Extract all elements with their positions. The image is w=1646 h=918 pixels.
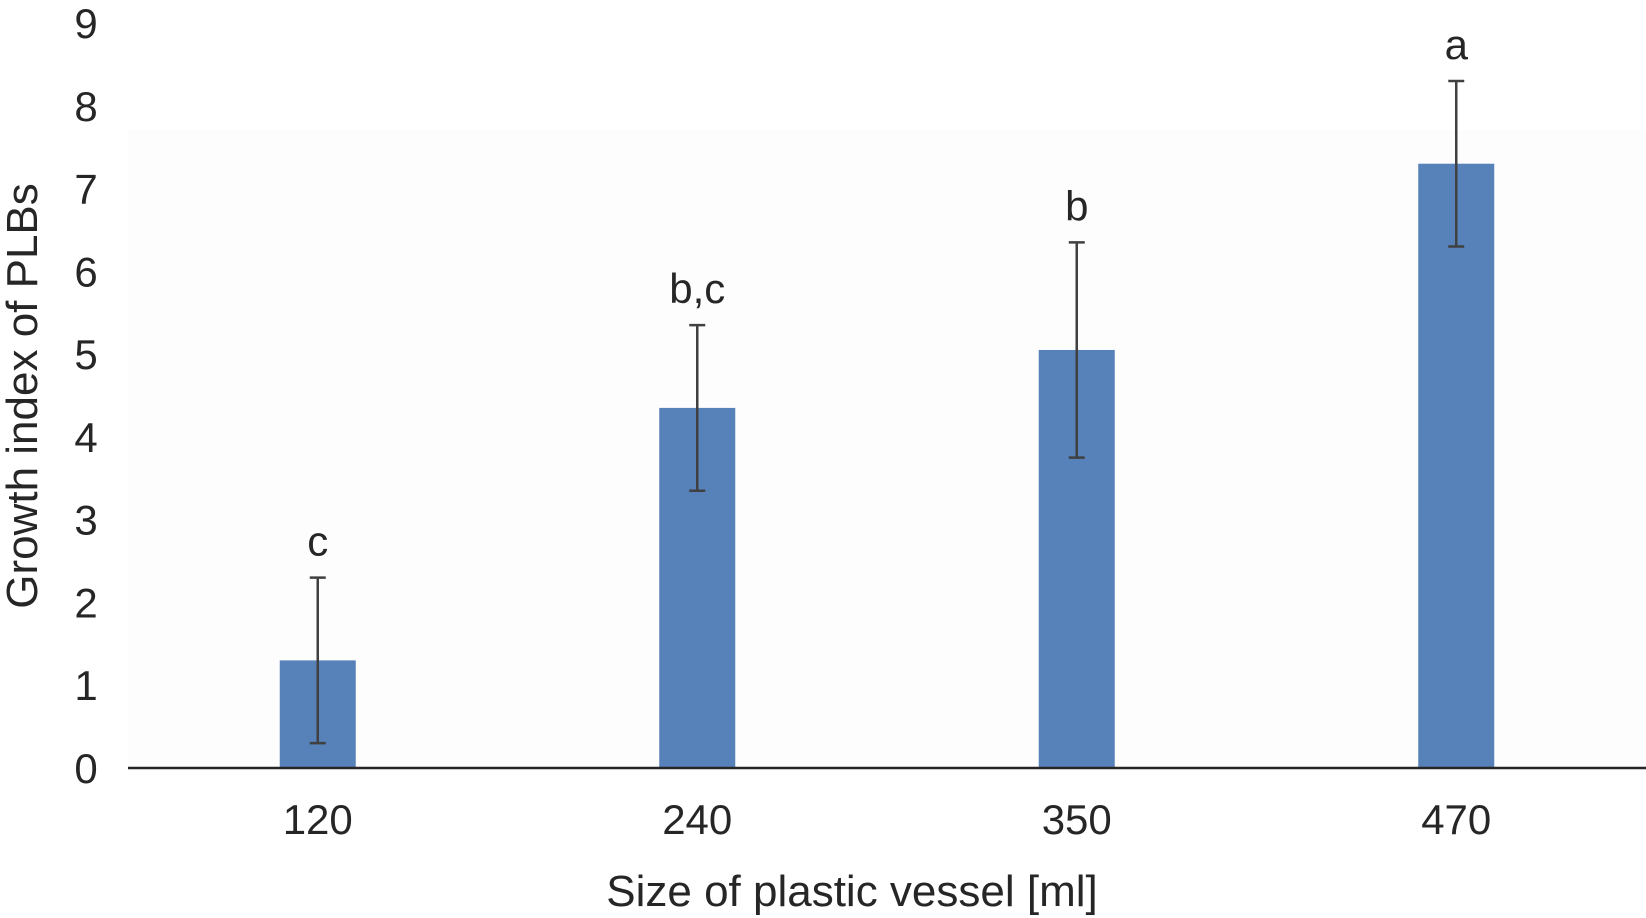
y-tick-label: 8 [74, 83, 97, 130]
y-tick-label: 1 [74, 662, 97, 709]
y-tick-label: 3 [74, 497, 97, 544]
x-tick-labels: 120 240 350 470 [283, 796, 1492, 843]
y-axis-title: Growth index of PLBs [0, 183, 47, 609]
y-tick-label: 0 [74, 745, 97, 792]
significance-label: b [1065, 182, 1088, 229]
significance-label: b,c [669, 265, 725, 312]
x-tick-label: 470 [1421, 796, 1491, 843]
bar [1418, 163, 1495, 768]
x-tick-label: 120 [283, 796, 353, 843]
error-bar [309, 576, 326, 745]
x-axis-title: Size of plastic vessel [ml] [606, 867, 1098, 916]
y-tick-labels: 0 1 2 3 4 5 6 7 8 9 [74, 0, 97, 792]
x-tick-label: 240 [662, 796, 732, 843]
y-tick-label: 4 [74, 414, 97, 461]
y-tick-label: 6 [74, 248, 97, 295]
error-bar [1448, 79, 1465, 248]
significance-labels: c b,c b a [307, 21, 1468, 565]
error-bar [1068, 241, 1085, 459]
plot-area [128, 130, 1646, 768]
error-bars [309, 79, 1465, 745]
y-tick-label: 9 [74, 0, 97, 47]
significance-label: c [307, 518, 328, 565]
error-bar [689, 323, 706, 492]
significance-label: a [1445, 21, 1469, 68]
x-tick-label: 350 [1042, 796, 1112, 843]
y-tick-label: 2 [74, 579, 97, 626]
y-tick-label: 5 [74, 331, 97, 378]
y-tick-label: 7 [74, 166, 97, 213]
